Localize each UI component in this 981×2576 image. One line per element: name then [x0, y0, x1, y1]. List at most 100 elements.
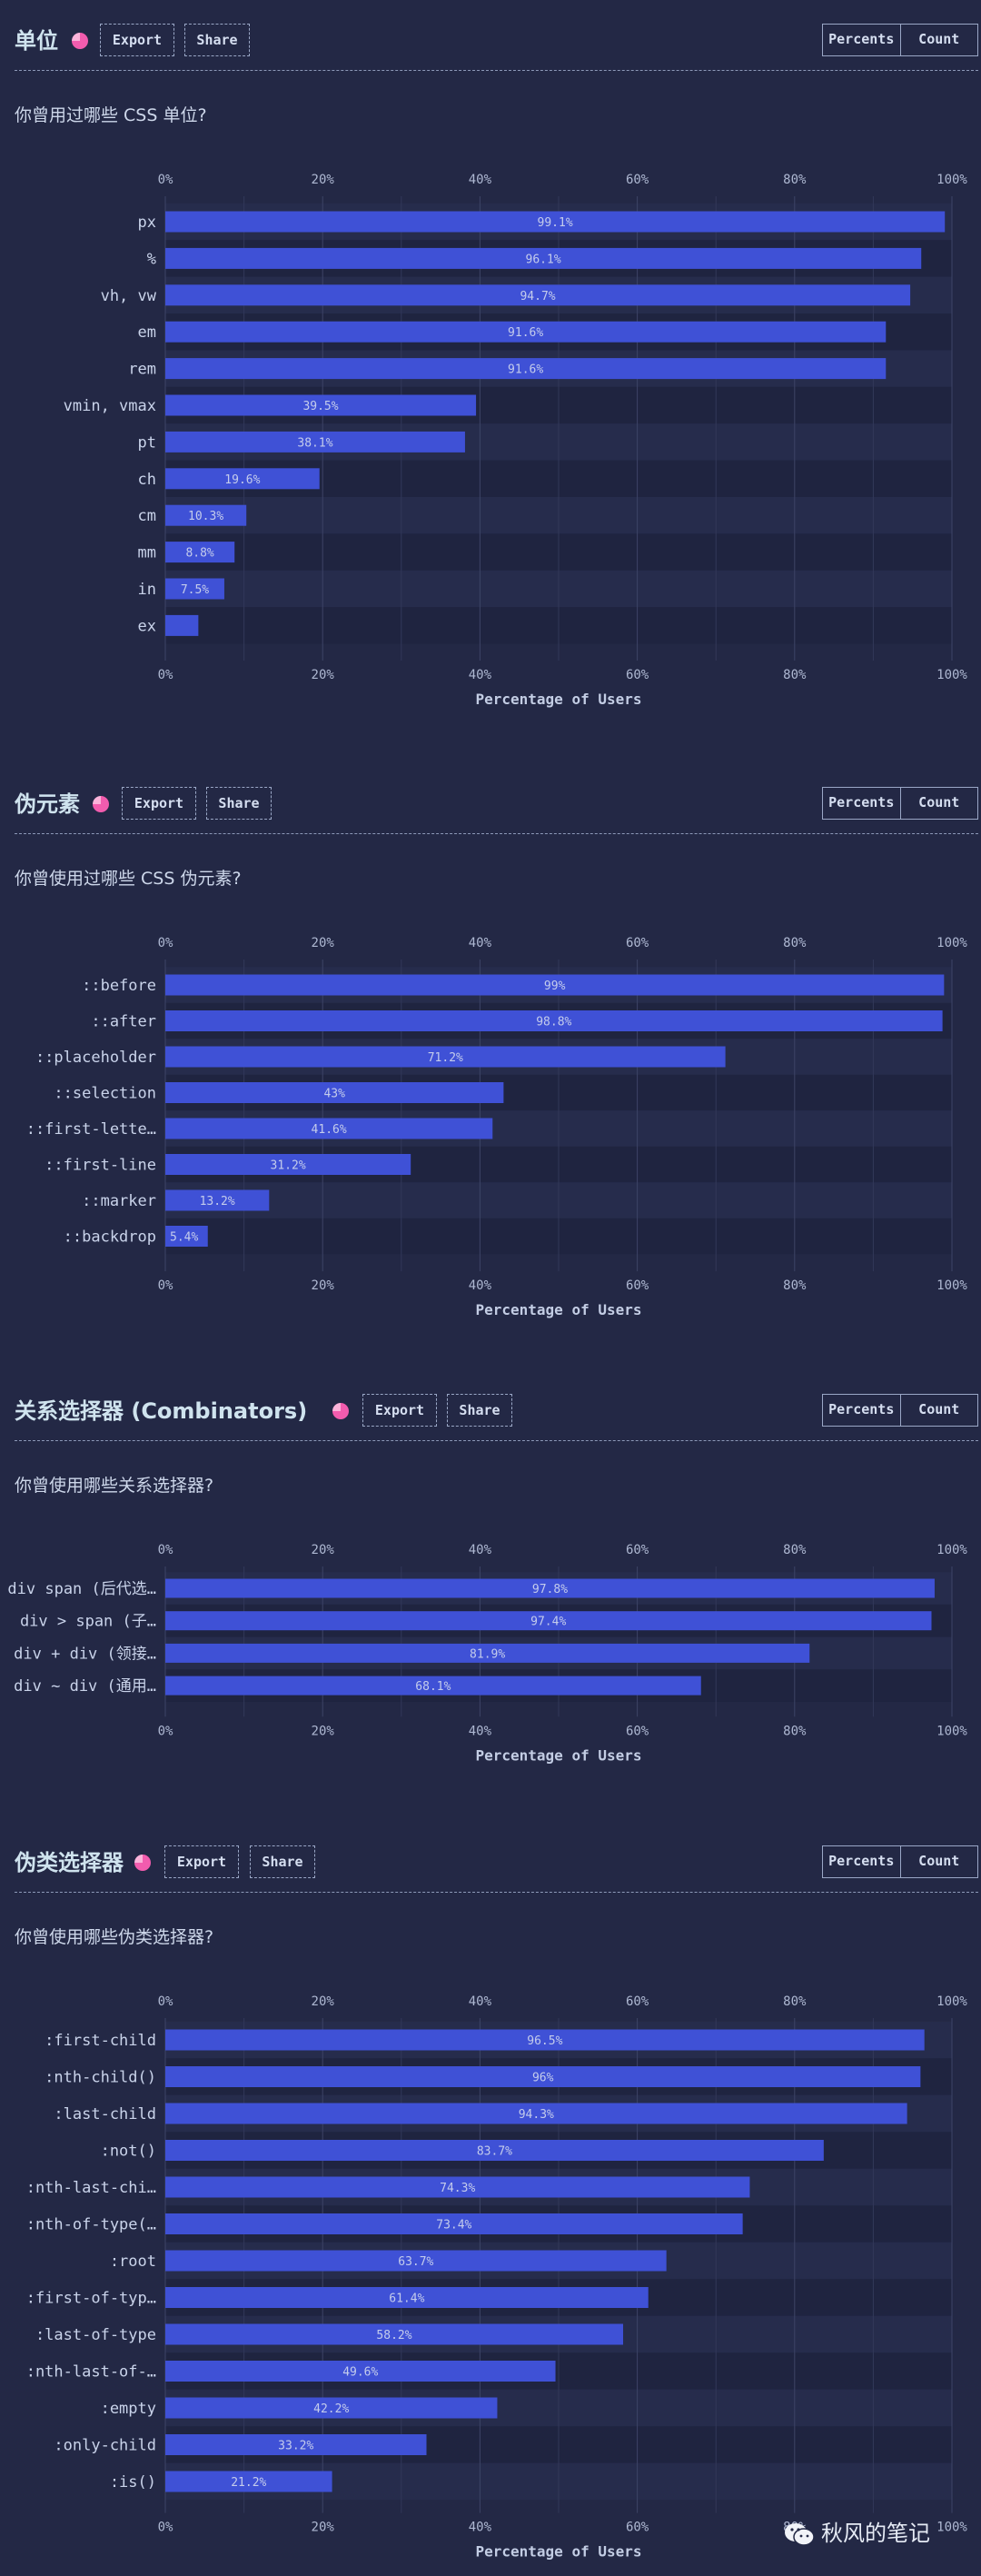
bar[interactable]	[165, 2397, 498, 2419]
bar[interactable]	[165, 1643, 810, 1663]
percents-toggle[interactable]: Percents	[823, 1395, 901, 1426]
bar[interactable]	[165, 1676, 701, 1696]
bar[interactable]	[165, 2471, 332, 2492]
bar[interactable]	[165, 504, 247, 526]
bar[interactable]	[165, 614, 199, 636]
data-label: 7.5%	[181, 583, 209, 597]
category-label: ::first-line	[45, 1157, 156, 1175]
share-button[interactable]: Share	[447, 1394, 512, 1427]
section-title: 单位	[15, 28, 58, 54]
data-label: 19.6%	[224, 473, 260, 487]
bar[interactable]	[165, 284, 911, 306]
count-toggle[interactable]: Count	[918, 1853, 960, 1869]
data-label: 38.1%	[297, 436, 332, 450]
bar[interactable]	[165, 1118, 493, 1139]
tick-label-bottom: 80%	[783, 1724, 807, 1738]
data-label: 63.7%	[398, 2255, 433, 2269]
bar[interactable]	[165, 1010, 943, 1031]
share-button[interactable]: Share	[250, 1845, 315, 1878]
bar[interactable]	[165, 578, 224, 600]
data-label: 58.2%	[376, 2329, 411, 2342]
bar[interactable]	[165, 1154, 411, 1175]
bar[interactable]	[165, 2323, 624, 2345]
count-toggle[interactable]: Count	[918, 31, 960, 47]
bar[interactable]	[165, 1578, 935, 1598]
bar[interactable]	[165, 1611, 932, 1631]
bar[interactable]	[165, 2029, 925, 2051]
bar[interactable]	[165, 394, 477, 416]
percents-toggle[interactable]: Percents	[823, 25, 901, 55]
tick-label-bottom: 20%	[312, 1278, 335, 1293]
category-label: ::marker	[82, 1192, 156, 1210]
tick-label-top: 40%	[469, 173, 492, 187]
category-label: :last-child	[54, 2105, 156, 2123]
category-label: :first-child	[45, 2032, 156, 2050]
data-label: 49.6%	[342, 2366, 378, 2380]
export-button[interactable]: Export	[362, 1394, 437, 1427]
category-label: em	[138, 323, 156, 342]
bar[interactable]	[165, 1189, 270, 1211]
bar[interactable]	[165, 2287, 649, 2308]
pie-chart-icon	[72, 33, 88, 49]
bar[interactable]	[165, 211, 946, 233]
bar[interactable]	[165, 358, 887, 380]
data-label: 33.2%	[278, 2440, 313, 2453]
bar[interactable]	[165, 2103, 907, 2124]
tick-label-bottom: 40%	[469, 1278, 492, 1293]
bar[interactable]	[165, 431, 465, 453]
export-button[interactable]: Export	[122, 787, 196, 820]
bar[interactable]	[165, 974, 945, 996]
category-label: in	[138, 581, 156, 599]
tick-label-top: 0%	[158, 936, 173, 950]
tick-label-bottom: 0%	[158, 2521, 173, 2535]
bar[interactable]	[165, 2361, 556, 2382]
tick-label-top: 20%	[312, 936, 335, 950]
percents-toggle[interactable]: Percents	[823, 788, 901, 819]
category-label: rem	[128, 361, 156, 379]
bar[interactable]	[165, 2434, 427, 2455]
tick-label-bottom: 40%	[469, 2521, 492, 2535]
category-label: mm	[138, 544, 156, 562]
bar[interactable]	[165, 2066, 921, 2087]
tick-label-top: 60%	[626, 936, 649, 950]
bar[interactable]	[165, 1226, 208, 1247]
category-label: :first-of-typ…	[26, 2290, 156, 2308]
bar[interactable]	[165, 2213, 743, 2234]
tick-label-top: 60%	[626, 173, 649, 187]
bar[interactable]	[165, 1046, 726, 1068]
tick-label-bottom: 100%	[936, 668, 967, 682]
count-toggle[interactable]: Count	[918, 794, 960, 811]
export-button[interactable]: Export	[164, 1845, 239, 1878]
data-label: 41.6%	[312, 1123, 347, 1137]
percents-toggle[interactable]: Percents	[823, 1846, 901, 1877]
bar[interactable]	[165, 321, 887, 343]
tick-label-top: 80%	[783, 936, 807, 950]
tick-label-top: 60%	[626, 1543, 649, 1557]
category-label: :empty	[101, 2400, 156, 2418]
count-toggle[interactable]: Count	[918, 1401, 960, 1417]
tick-label-top: 0%	[158, 1994, 173, 2009]
bar[interactable]	[165, 2176, 750, 2198]
section-title: 伪元素	[15, 791, 80, 817]
category-label: ::placeholder	[35, 1049, 156, 1067]
bar[interactable]	[165, 2250, 667, 2272]
survey-question: 你曾使用过哪些 CSS 伪元素?	[15, 869, 242, 889]
category-label: :not()	[101, 2143, 156, 2161]
section-header: 单位 Export Share Percents Count	[0, 18, 981, 71]
bar[interactable]	[165, 542, 235, 563]
tick-label-top: 80%	[783, 173, 807, 187]
tick-label-top: 0%	[158, 1543, 173, 1557]
watermark: 秋风的笔记	[783, 2517, 930, 2550]
bar[interactable]	[165, 247, 922, 269]
share-button[interactable]: Share	[184, 24, 250, 56]
bar[interactable]	[165, 2140, 824, 2161]
bar[interactable]	[165, 468, 320, 490]
export-button[interactable]: Export	[100, 24, 174, 56]
divider	[15, 833, 978, 834]
tick-label-top: 60%	[626, 1994, 649, 2009]
bar[interactable]	[165, 1082, 504, 1103]
category-label: :is()	[110, 2473, 156, 2491]
tick-label-bottom: 80%	[783, 1278, 807, 1293]
share-button[interactable]: Share	[206, 787, 272, 820]
tick-label-top: 100%	[936, 1994, 967, 2009]
